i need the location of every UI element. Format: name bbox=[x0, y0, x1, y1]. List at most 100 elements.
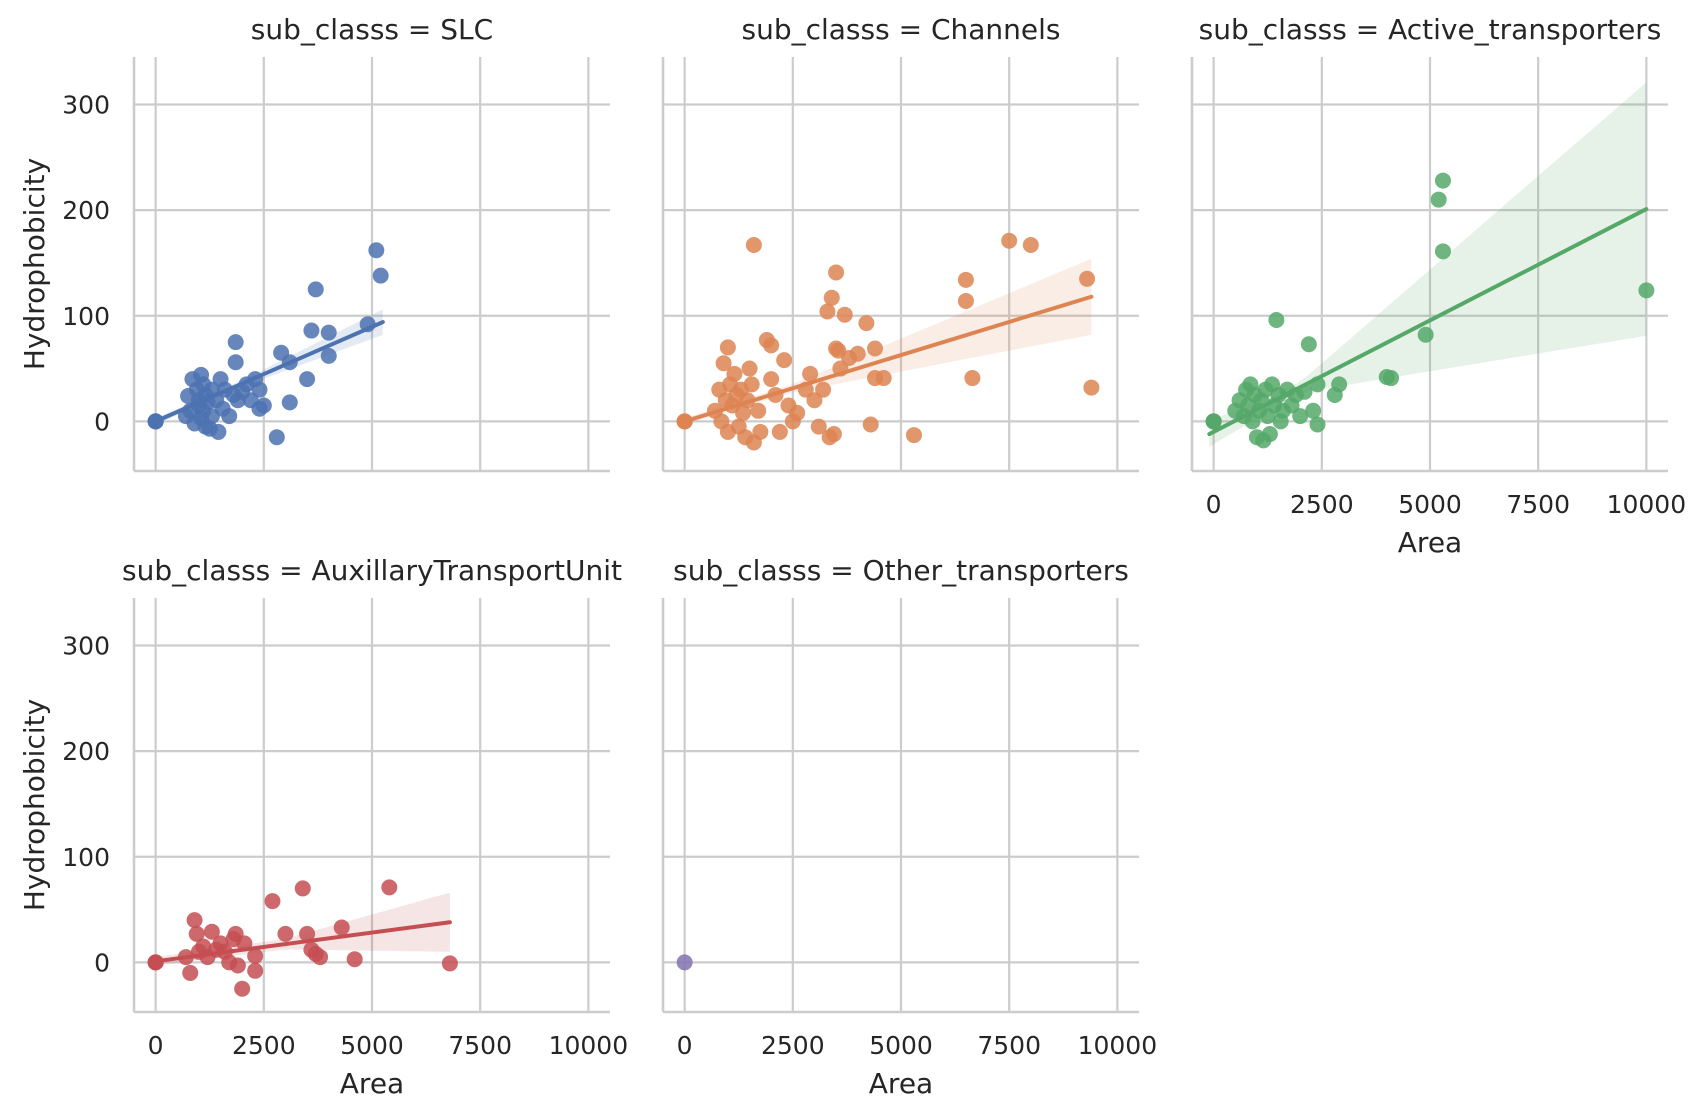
y-tick-label: 0 bbox=[94, 407, 110, 436]
data-point bbox=[1079, 270, 1096, 287]
data-point bbox=[1383, 370, 1400, 387]
regression-line bbox=[682, 294, 1094, 424]
panel-title: sub_classs = SLC bbox=[251, 13, 493, 46]
data-point bbox=[368, 242, 385, 259]
x-tick-label: 10000 bbox=[549, 1031, 629, 1060]
data-point bbox=[312, 949, 329, 966]
data-point bbox=[858, 315, 875, 332]
data-point bbox=[1022, 236, 1039, 253]
data-point bbox=[815, 381, 832, 398]
data-point bbox=[227, 334, 244, 351]
data-point bbox=[281, 394, 298, 411]
data-point bbox=[810, 418, 827, 435]
data-point bbox=[210, 423, 227, 440]
data-point bbox=[320, 324, 337, 341]
x-axis-label: Area bbox=[869, 1067, 933, 1100]
y-axis-label: Hydrophobicity bbox=[18, 158, 51, 370]
data-point bbox=[964, 370, 981, 387]
y-tick-label: 200 bbox=[62, 196, 110, 225]
data-point bbox=[862, 416, 879, 433]
x-tick-label: 10000 bbox=[1078, 1031, 1158, 1060]
data-point bbox=[186, 912, 203, 929]
data-point bbox=[1309, 416, 1326, 433]
data-point bbox=[277, 925, 294, 942]
data-point bbox=[264, 893, 281, 910]
data-point bbox=[234, 980, 251, 997]
data-point bbox=[1305, 402, 1322, 419]
regression-line bbox=[1207, 207, 1649, 437]
data-point bbox=[221, 408, 238, 425]
data-point bbox=[719, 339, 736, 356]
data-point bbox=[1331, 376, 1348, 393]
x-tick-label: 0 bbox=[677, 1031, 693, 1060]
data-point bbox=[255, 397, 272, 414]
data-point bbox=[307, 281, 324, 298]
data-point bbox=[1292, 408, 1309, 425]
y-axis-label: Hydrophobicity bbox=[18, 699, 51, 911]
data-point bbox=[957, 292, 974, 309]
data-point bbox=[227, 354, 244, 371]
data-point bbox=[303, 322, 320, 339]
data-point bbox=[1261, 426, 1278, 443]
y-tick-label: 300 bbox=[62, 632, 110, 661]
data-point bbox=[188, 925, 205, 942]
facet-panel-4: sub_classs = AuxillaryTransportUnit 0 100 2… bbox=[18, 554, 628, 1100]
data-point bbox=[268, 429, 285, 446]
regression-line bbox=[153, 920, 452, 964]
x-tick-label: 0 bbox=[148, 1031, 164, 1060]
facet-panel-5: sub_classs = Other_transporters 0 2500 5000… bbox=[661, 554, 1158, 1100]
data-point bbox=[676, 954, 693, 971]
data-point bbox=[299, 925, 316, 942]
data-point bbox=[828, 264, 845, 281]
x-tick-label: 5000 bbox=[340, 1031, 404, 1060]
data-point bbox=[182, 964, 199, 981]
data-point bbox=[789, 404, 806, 421]
data-point bbox=[726, 365, 743, 382]
data-point bbox=[825, 426, 842, 443]
data-point bbox=[735, 404, 752, 421]
data-point bbox=[1205, 413, 1222, 430]
data-point bbox=[1417, 326, 1434, 343]
x-axis-label: Area bbox=[1398, 526, 1462, 559]
y-tick-label: 100 bbox=[62, 302, 110, 331]
regression-line bbox=[153, 320, 385, 424]
data-point bbox=[819, 303, 836, 320]
data-point bbox=[905, 427, 922, 444]
data-point bbox=[372, 267, 389, 284]
x-tick-label: 2500 bbox=[1290, 490, 1354, 519]
data-point bbox=[381, 879, 398, 896]
data-point bbox=[763, 371, 780, 388]
panel-title: sub_classs = Active_transporters bbox=[1199, 13, 1662, 46]
data-point bbox=[251, 381, 268, 398]
data-point bbox=[849, 345, 866, 362]
panel-title: sub_classs = Channels bbox=[741, 13, 1060, 46]
data-point bbox=[741, 360, 758, 377]
data-point bbox=[763, 337, 780, 354]
data-point bbox=[776, 352, 793, 369]
panel-title: sub_classs = AuxillaryTransportUnit bbox=[122, 554, 622, 587]
y-tick-label: 0 bbox=[94, 948, 110, 977]
data-point bbox=[441, 955, 458, 972]
data-point bbox=[715, 355, 732, 372]
data-point bbox=[867, 340, 884, 357]
facet-panel-2: sub_classs = Channels bbox=[661, 13, 1139, 473]
data-point bbox=[823, 289, 840, 306]
data-point bbox=[333, 919, 350, 936]
data-point bbox=[771, 423, 788, 440]
data-point bbox=[875, 370, 892, 387]
data-point bbox=[957, 271, 974, 288]
data-point bbox=[1638, 282, 1655, 299]
x-tick-label: 7500 bbox=[1506, 490, 1570, 519]
y-tick-label: 300 bbox=[62, 91, 110, 120]
x-axis-label: Area bbox=[340, 1067, 404, 1100]
data-point bbox=[1001, 232, 1018, 249]
data-point bbox=[1430, 191, 1447, 208]
data-point bbox=[1434, 172, 1451, 189]
x-tick-label: 0 bbox=[1206, 490, 1222, 519]
facet-panel-3: sub_classs = Active_transporters 0 2500 500… bbox=[1190, 13, 1686, 559]
data-point bbox=[1300, 336, 1317, 353]
data-point bbox=[745, 236, 762, 253]
data-point bbox=[203, 923, 220, 940]
data-point bbox=[247, 962, 264, 979]
